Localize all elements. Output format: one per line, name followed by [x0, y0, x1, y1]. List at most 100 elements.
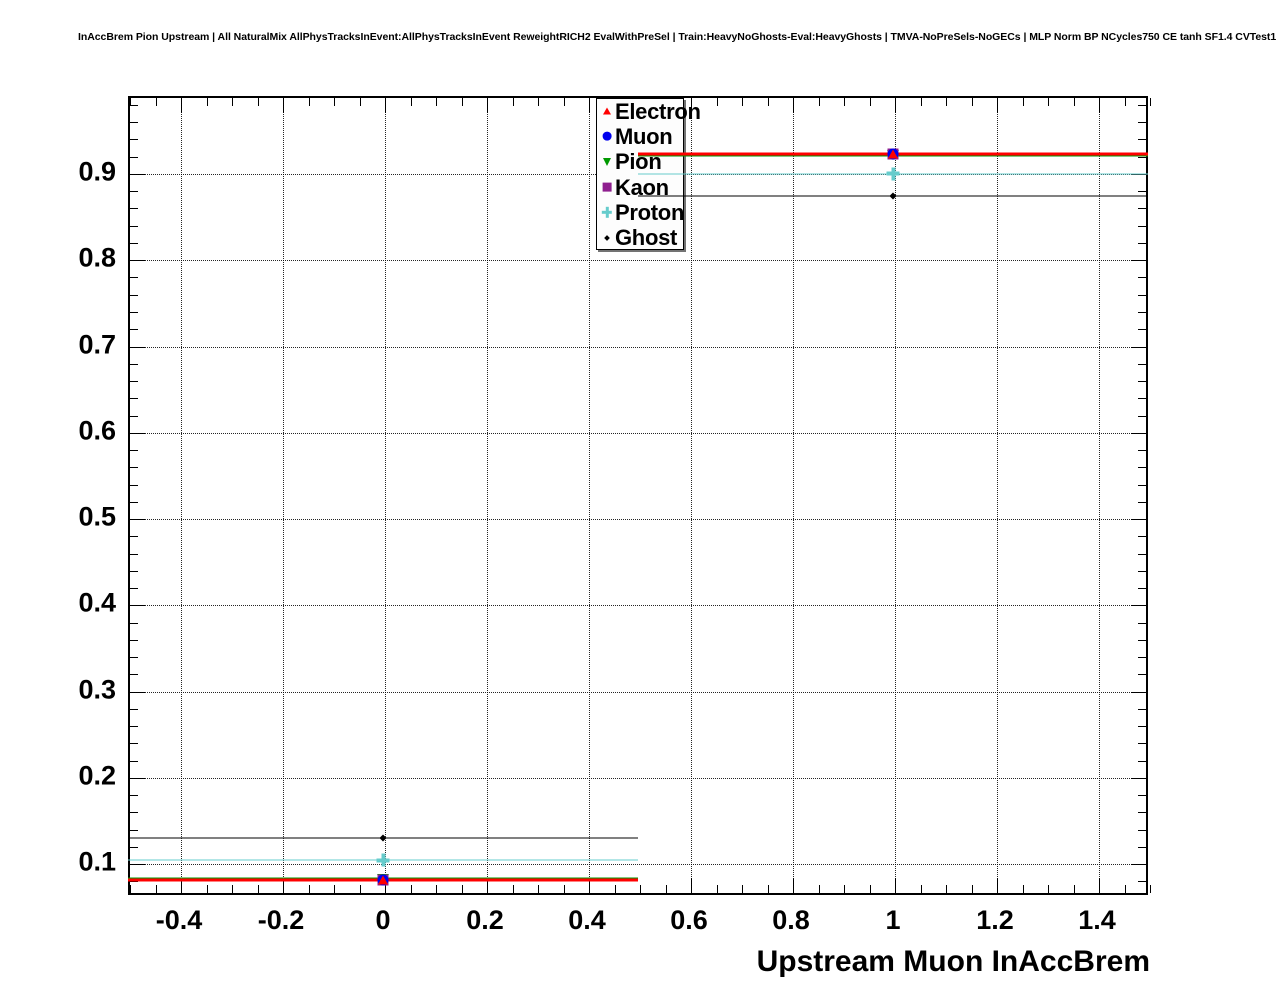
x-axis-tick [334, 885, 335, 893]
x-axis-title: Upstream Muon InAccBrem [756, 945, 1150, 978]
y-axis-tick [130, 743, 138, 745]
marker-triangle-up-icon [888, 149, 898, 159]
legend-item-proton[interactable]: Proton [597, 199, 685, 225]
y-axis-tick [1138, 467, 1146, 469]
y-axis-tick [130, 674, 138, 676]
x-axis-tick [130, 98, 131, 106]
marker-cross-icon [601, 207, 613, 218]
y-axis-tick [1131, 173, 1146, 175]
legend-item-muon[interactable]: Muon [597, 124, 683, 149]
x-axis-tick [793, 878, 794, 893]
x-axis-tick [844, 98, 845, 106]
y-axis-tick-label: 0.2 [78, 760, 116, 791]
x-axis-tick [589, 98, 590, 113]
grid-line-vertical [181, 98, 182, 893]
x-axis-tick [1124, 885, 1126, 893]
x-axis-tick [181, 98, 182, 113]
legend-item-electron[interactable]: Electron [597, 99, 701, 124]
x-axis-tick [818, 885, 820, 893]
x-axis-tick [1150, 885, 1151, 893]
marker-triangle-up-icon [603, 107, 611, 115]
x-axis-tick [461, 885, 463, 893]
y-axis-tick [1138, 363, 1146, 365]
y-axis-tick-label: 0.9 [78, 156, 116, 187]
legend-item-pion[interactable]: Pion [597, 150, 683, 175]
legend-item-label: Proton [615, 199, 685, 225]
y-axis-tick [1138, 208, 1146, 210]
x-axis-tick [946, 885, 947, 893]
y-axis-tick [130, 708, 138, 710]
y-axis-tick [130, 294, 138, 296]
x-axis-tick [359, 885, 361, 893]
x-axis-tick [691, 878, 692, 893]
x-axis-tick [359, 98, 361, 106]
y-axis-tick [1138, 726, 1146, 728]
x-axis-tick [665, 885, 667, 893]
legend-item-ghost[interactable]: Ghost [597, 225, 683, 250]
y-axis-tick [130, 467, 138, 469]
x-axis-tick [538, 885, 539, 893]
grid-line-horizontal [130, 691, 1146, 693]
legend-marker-wrap [600, 99, 615, 124]
x-axis-tick [130, 885, 131, 893]
y-axis-tick [1138, 501, 1146, 503]
x-axis-tick-label: 0 [375, 905, 391, 935]
y-axis-tick [130, 484, 138, 486]
x-axis-tick [818, 98, 820, 106]
x-axis-tick [1022, 885, 1024, 893]
x-axis-tick [308, 885, 310, 893]
y-axis-tick [1131, 691, 1146, 693]
y-axis-tick [130, 691, 145, 693]
x-axis-tick [385, 98, 386, 113]
y-axis-tick [130, 622, 138, 624]
y-axis-tick [1138, 553, 1146, 555]
y-axis-tick [130, 346, 145, 348]
marker-diamond-icon [604, 234, 610, 241]
y-axis-tick [130, 311, 138, 313]
x-axis-tick [563, 98, 565, 106]
x-axis-tick [563, 885, 565, 893]
x-axis-tick [232, 98, 233, 106]
x-axis-tick [767, 885, 769, 893]
x-axis-tick-label: 0.6 [670, 905, 708, 935]
legend-item-kaon[interactable]: Kaon [597, 175, 683, 200]
x-axis-tick [512, 885, 514, 893]
y-axis-tick [1138, 191, 1146, 193]
y-axis-tick [130, 519, 145, 521]
y-axis-tick [130, 242, 138, 244]
legend-item-label: Electron [615, 98, 701, 124]
y-axis-tick [1138, 812, 1146, 814]
x-axis-tick [410, 98, 412, 106]
marker-circle-icon [602, 132, 612, 141]
y-axis-tick [130, 104, 138, 106]
y-axis-tick [1138, 139, 1146, 141]
x-axis-tick [869, 98, 871, 106]
y-axis-tick [130, 657, 138, 659]
y-axis-tick [130, 881, 138, 883]
y-axis-tick [1138, 570, 1146, 572]
y-axis-tick [1138, 881, 1146, 883]
y-axis-tick [130, 605, 145, 607]
y-axis-tick [130, 812, 138, 814]
y-axis-tick [130, 156, 138, 158]
x-axis-tick [308, 98, 310, 106]
x-axis-tick [1124, 98, 1126, 106]
y-axis-tick [130, 846, 138, 848]
y-axis-tick [1138, 415, 1146, 417]
y-axis-tick [130, 363, 138, 365]
y-axis-tick [130, 795, 138, 797]
y-axis-tick [130, 639, 138, 641]
x-axis-tick [691, 98, 692, 113]
y-axis-tick [1138, 639, 1146, 641]
y-axis-tick [1138, 381, 1146, 382]
y-axis-tick [130, 122, 138, 124]
grid-line-horizontal [130, 260, 1146, 262]
y-axis-tick [1138, 329, 1146, 331]
x-axis-tick [869, 885, 871, 893]
y-axis-tick-label: 0.8 [78, 242, 116, 273]
y-axis-tick [130, 501, 138, 503]
x-axis-tick [487, 878, 488, 893]
y-axis-tick [130, 726, 138, 728]
legend-item-label: Ghost [615, 225, 678, 251]
